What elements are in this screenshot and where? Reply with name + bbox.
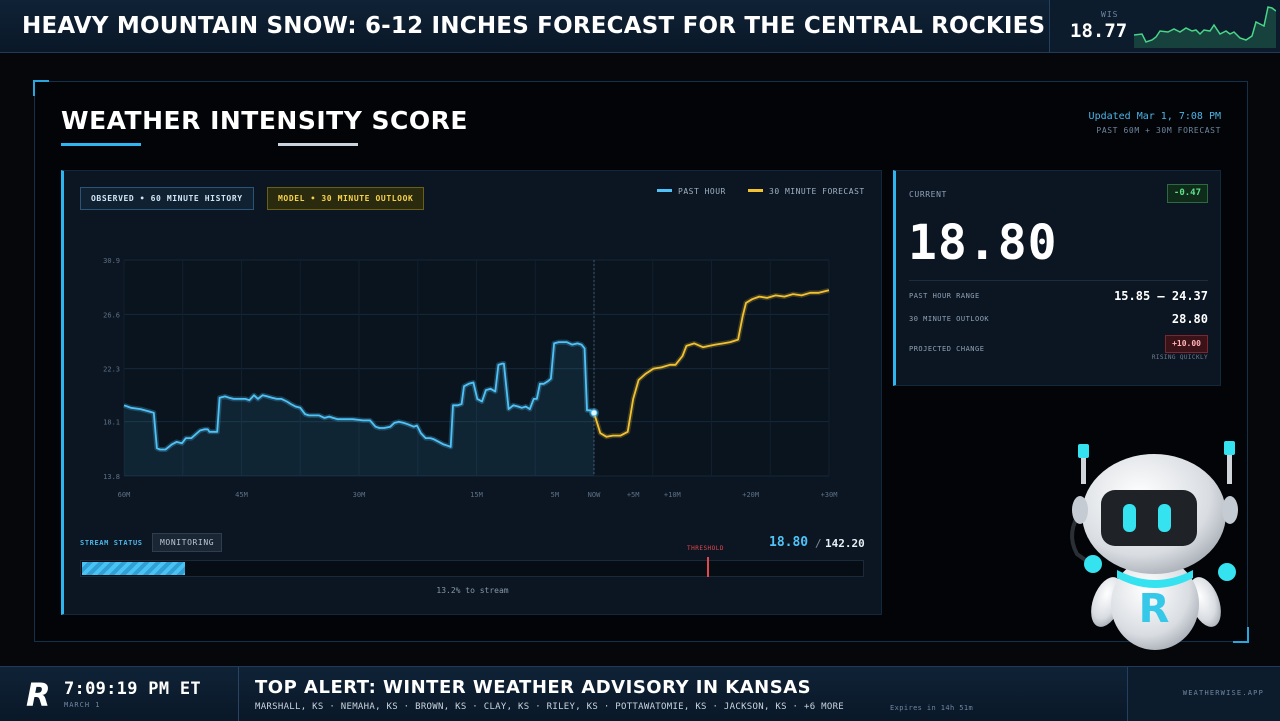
alert-areas: MARSHALL, KS · NEMAHA, KS · BROWN, KS · … [255,702,844,712]
top-banner: HEAVY MOUNTAIN SNOW: 6-12 INCHES FORECAS… [0,0,1280,53]
stream-status-badge: MONITORING [152,533,223,552]
change-label: PROJECTED CHANGE [909,345,985,353]
stream-target: 142.20 [825,537,865,550]
outlook-label: 30 MINUTE OUTLOOK [909,315,990,323]
change-badge: +10.00 [1165,335,1208,353]
legend-past: PAST HOUR [657,187,726,196]
x-tick-label: +30M [821,491,838,499]
legend-forecast-label: 30 MINUTE FORECAST [769,187,865,196]
wis-label: WIS [1101,10,1119,19]
x-tick-label: NOW [588,491,601,499]
alert-title: TOP ALERT: WINTER WEATHER ADVISORY IN KA… [255,677,812,698]
forecast-series-line [593,289,830,438]
range-label: PAST HOUR RANGE [909,292,980,300]
past-series-line [123,341,595,451]
outlook-value: 28.80 [1171,312,1208,326]
wis-ticker: WIS 18.77 [1049,0,1280,52]
x-tick-label: 30M [353,491,366,499]
alert-expires: Expires in 14h 51m [890,704,974,712]
title-underline [278,143,358,146]
y-tick-label: 22.3 [103,366,120,374]
threshold-label: THRESHOLD [687,545,725,552]
divider [909,280,1208,281]
legend-swatch-past [657,189,672,192]
current-card: CURRENT -0.47 18.80 PAST HOUR RANGE 15.8… [893,170,1221,386]
logo-letter: R [26,677,51,709]
x-tick-label: +5M [627,491,640,499]
change-note: RISING QUICKLY [1151,354,1208,361]
divider [238,667,239,721]
intensity-chart: 30.9 26.6 22.3 18.1 13.8 60M 45M 30M 15M 5M NOW +5M… [103,257,838,499]
y-tick-label: 26.6 [103,311,120,319]
x-tick-label: 60M [118,491,131,499]
y-tick-label: 13.8 [103,473,120,481]
range-value: 15.85 – 24.37 [1114,289,1208,303]
brand-box: WEATHERWISE.APP [1127,667,1280,721]
x-tick-label: 5M [551,491,559,499]
stream-progress-fill [82,562,185,575]
current-value: 18.80 [908,215,1058,271]
threshold-marker [707,557,709,577]
stream-separator: / [815,537,822,550]
bottom-ticker: R 7:09:19 PM ET MARCH 1 TOP ALERT: WINTE… [0,666,1280,721]
current-delta-badge: -0.47 [1166,184,1208,203]
wis-value: 18.77 [1070,20,1128,42]
x-tick-label: 45M [235,491,248,499]
model-tag: MODEL • 30 MINUTE OUTLOOK [267,187,425,210]
y-tick-label: 18.1 [103,419,120,427]
brand-logo-icon: R [26,677,51,709]
y-tick-label: 30.9 [103,257,120,265]
x-tick-label: +10M [664,491,681,499]
panel-corner-accent [1233,627,1249,643]
now-point [590,409,598,417]
stream-status-label: STREAM STATUS [80,539,143,547]
legend-swatch-forecast [748,189,763,192]
panel-subtitle: PAST 60M + 30M FORECAST [1096,126,1221,135]
x-tick-label: 15M [470,491,483,499]
robot-mascot: R [1070,441,1238,650]
observed-tag: OBSERVED • 60 MINUTE HISTORY [80,187,254,210]
mascot-letter: R [1139,586,1170,632]
x-tick-label: +20M [742,491,759,499]
wis-sparkline [1134,6,1276,48]
progress-text: 13.2% to stream [436,586,509,595]
stream-value: 18.80 [769,535,809,550]
brand-url: WEATHERWISE.APP [1182,689,1264,697]
updated-timestamp: Updated Mar 1, 7:08 PM [1088,111,1221,122]
legend-forecast: 30 MINUTE FORECAST [748,187,865,196]
clock-date: MARCH 1 [64,701,101,709]
panel-corner-accent [33,80,49,96]
stream-progress-bar [80,560,864,577]
chart-card: OBSERVED • 60 MINUTE HISTORY MODEL • 30 … [61,170,882,615]
headline: HEAVY MOUNTAIN SNOW: 6-12 INCHES FORECAS… [22,13,1214,39]
clock-time: 7:09:19 PM ET [64,679,201,699]
legend-past-label: PAST HOUR [678,187,726,196]
main-panel: WEATHER INTENSITY SCORE Updated Mar 1, 7… [33,80,1249,643]
current-label: CURRENT [909,190,947,199]
past-series-area [124,342,594,476]
page-title: WEATHER INTENSITY SCORE [61,106,468,135]
title-underline [61,143,141,146]
